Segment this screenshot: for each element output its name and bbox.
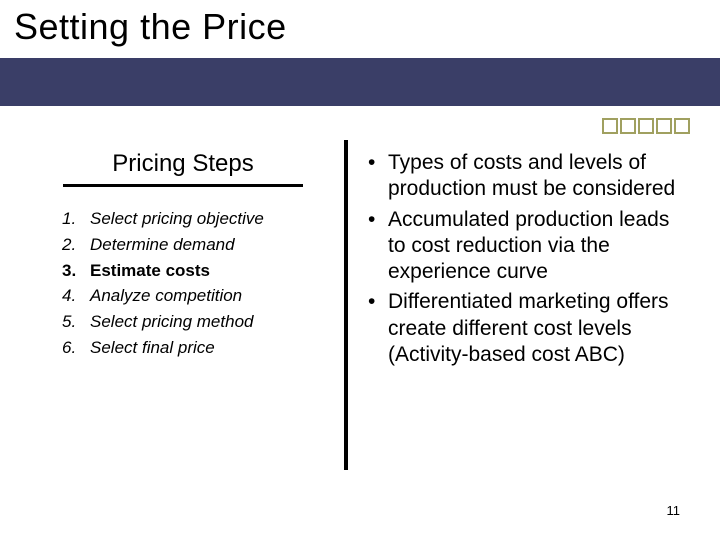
right-column: Types of costs and levels of production … [348,150,686,500]
title-area: Setting the Price [0,0,720,58]
step-number: 6. [62,336,90,360]
step-row: 2.Determine demand [62,233,332,257]
step-number: 3. [62,259,90,283]
subheading: Pricing Steps [34,150,332,178]
step-number: 5. [62,310,90,334]
step-row: 4.Analyze competition [62,284,332,308]
step-text: Analyze competition [90,284,242,308]
bullets-list: Types of costs and levels of production … [366,150,686,368]
bullet-item: Types of costs and levels of production … [366,150,686,203]
deco-box-icon [620,118,636,134]
step-text: Select final price [90,336,215,360]
step-text: Select pricing objective [90,207,264,231]
step-text: Estimate costs [90,259,210,283]
decorative-boxes [602,118,690,134]
step-row: 1.Select pricing objective [62,207,332,231]
step-number: 1. [62,207,90,231]
deco-box-icon [656,118,672,134]
bullet-item: Accumulated production leads to cost red… [366,207,686,286]
title-band [0,58,720,106]
deco-box-icon [674,118,690,134]
deco-box-icon [602,118,618,134]
step-text: Select pricing method [90,310,253,334]
deco-box-icon [638,118,654,134]
step-row: 6.Select final price [62,336,332,360]
step-row: 5.Select pricing method [62,310,332,334]
page-number: 11 [667,503,681,518]
step-row: 3.Estimate costs [62,259,332,283]
content-area: Pricing Steps 1.Select pricing objective… [34,150,686,500]
bullet-item: Differentiated marketing offers create d… [366,289,686,368]
slide: Setting the Price Pricing Steps 1.Select… [0,0,720,540]
step-number: 4. [62,284,90,308]
left-column: Pricing Steps 1.Select pricing objective… [34,150,344,500]
step-text: Determine demand [90,233,235,257]
steps-list: 1.Select pricing objective2.Determine de… [34,207,332,360]
page-title: Setting the Price [14,6,706,48]
step-number: 2. [62,233,90,257]
subheading-underline [63,184,303,187]
